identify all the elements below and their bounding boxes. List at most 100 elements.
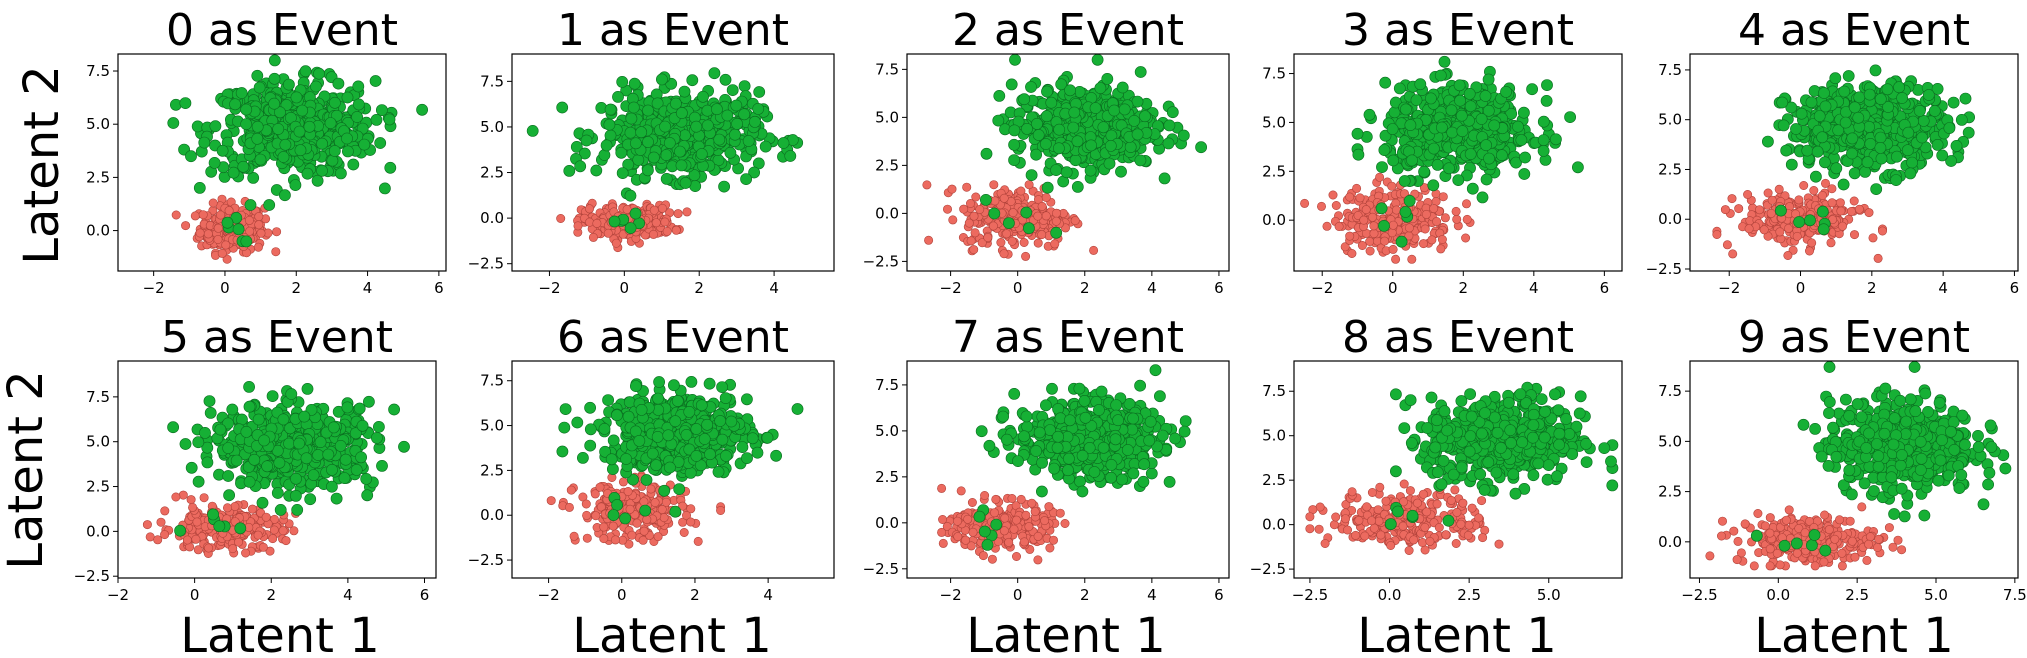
non-event-point [247,504,257,514]
event-point [174,524,186,537]
non-event-point [1818,191,1828,201]
event-point [1025,169,1038,181]
non-event-point [1854,204,1864,214]
event-point [243,400,256,413]
event-point [1913,105,1926,117]
non-event-point [1727,194,1737,204]
event-point [1443,162,1455,175]
y-tick-label: 5.0 [480,118,504,136]
event-point [235,413,248,426]
event-point [651,97,664,110]
subplot-3: −2 0 2 4 60.02.55.07.53 as Event [1262,5,1623,297]
event-point [1008,138,1020,151]
non-event-point [193,545,203,555]
event-point [1848,101,1861,114]
event-point [1482,73,1495,86]
event-point [624,126,637,139]
shared-xlabel-col4: Latent 1 [1357,608,1557,658]
event-point [1414,78,1427,91]
event-point [1928,105,1941,117]
event-point [303,120,316,133]
non-event-point [1041,193,1051,203]
event-point [660,172,673,185]
event-point [388,403,400,416]
event-point [301,382,314,395]
non-event-point [1375,172,1385,182]
non-event-point [1436,244,1446,254]
x-tick-label: 2 [1080,279,1090,297]
event-point [1445,104,1458,117]
event-point [1452,174,1465,186]
event-point [718,180,730,193]
event-point [1837,178,1850,191]
non-event-point [198,210,208,220]
event-point [223,489,235,502]
event-point [624,189,637,202]
event-point [1476,191,1489,204]
event-point [980,193,992,206]
non-event-point [1387,181,1397,191]
event-point [1947,96,1960,109]
non-event-point [1368,212,1378,222]
event-point [375,104,388,116]
non-event-point [962,182,972,192]
y-tick-label: 0.0 [875,204,899,222]
event-point [273,456,286,469]
event-point [1195,141,1207,154]
event-point [316,137,328,150]
event-point [1795,107,1808,120]
x-tick-label: 6 [434,279,444,297]
x-tick-label: 4 [1938,279,1948,297]
non-event-point [603,228,613,238]
non-event-point [269,514,279,524]
event-point [263,199,276,211]
event-point [719,73,732,86]
y-tick-label: 0.0 [1262,211,1286,229]
non-event-point [1427,235,1437,245]
event-point [1003,217,1015,229]
non-event-point [1345,192,1355,202]
event-point [1425,92,1437,105]
event-point [1483,152,1495,165]
event-point [1128,115,1141,127]
event-point [1917,115,1930,127]
non-event-point [975,205,985,215]
event-point [1785,101,1798,114]
event-point [185,461,198,474]
non-event-point [1089,245,1099,255]
x-tick-label: 0 [190,586,200,604]
subplot-1: −2 0 2 4−2.50.02.55.07.51 as Event [468,5,835,297]
event-point [277,151,290,163]
y-tick-label: 2.5 [86,478,110,496]
event-point [240,425,253,438]
x-tick-label: −2 [1311,279,1333,297]
non-event-point [216,210,226,220]
non-event-point [156,517,166,527]
event-point [278,189,291,202]
non-event-point [922,180,932,190]
event-point [1816,205,1829,218]
event-point [192,436,205,449]
event-point [1418,165,1430,178]
event-point [222,470,235,482]
event-point [314,436,327,448]
non-event-point [258,542,268,552]
subplot-title: 0 as Event [166,5,398,56]
event-point [1378,219,1390,232]
event-point [1480,139,1492,152]
event-point [1463,88,1476,100]
event-point [290,472,302,485]
event-point [1775,204,1787,217]
event-point [1896,92,1908,104]
event-point [328,96,341,109]
y-tick-label: 7.5 [875,60,899,78]
event-point [1055,78,1068,91]
event-point [229,98,241,111]
event-point [1819,156,1831,169]
event-point [1455,109,1468,122]
event-point [378,182,391,195]
event-point [362,395,375,408]
non-event-point [1873,253,1883,263]
y-tick-label: 7.5 [86,62,110,80]
event-point [1404,119,1417,131]
